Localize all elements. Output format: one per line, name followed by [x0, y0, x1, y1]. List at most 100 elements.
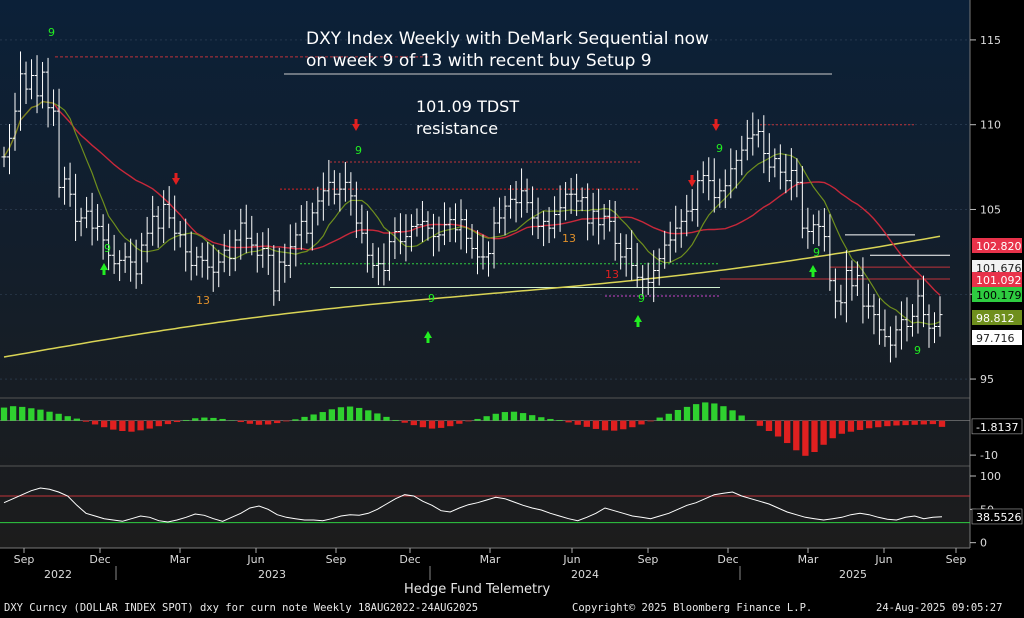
sell-arrow-icon [172, 173, 180, 185]
histogram-bar [483, 416, 490, 421]
histogram-bar [583, 420, 590, 427]
price-value-tag [972, 238, 1022, 253]
histogram-bar [510, 411, 518, 421]
price-tick-label: 115 [980, 34, 1001, 47]
histogram-bar [519, 413, 527, 421]
histogram-bar [601, 420, 609, 431]
price-value-tag-label: 101.676 [976, 262, 1022, 275]
histogram-bar [610, 420, 618, 431]
histogram-bar [128, 420, 135, 432]
td-setup-9-label: 9 [914, 344, 921, 357]
price-value-tag [972, 272, 1022, 287]
histogram-bar [711, 403, 718, 421]
histogram-bar [938, 420, 946, 427]
sma-slow-line [3, 235, 941, 358]
histogram-bar [793, 420, 800, 451]
histogram-bar [419, 420, 427, 428]
td-setup-9-label: 9 [104, 242, 111, 255]
x-tick-label: Dec [89, 553, 110, 566]
price-value-tag [972, 260, 1022, 275]
histogram-bar [274, 420, 281, 424]
histogram-bar [683, 406, 691, 421]
histogram-bar [875, 420, 882, 428]
buy-arrow-icon [100, 263, 108, 275]
x-tick-label: Mar [798, 553, 819, 566]
histogram-bar [110, 420, 117, 430]
histogram-bar [456, 420, 463, 424]
oscillator-line [3, 487, 943, 523]
histogram-bar [73, 418, 81, 421]
x-tick-label: Sep [326, 553, 347, 566]
histogram-bar [884, 420, 891, 427]
histogram-bar [374, 413, 381, 421]
histogram-bar [182, 419, 190, 421]
histogram-bar [210, 417, 217, 421]
histogram-bar [729, 410, 736, 421]
td-setup-9-label: 9 [355, 144, 362, 157]
price-tick-label: 95 [980, 373, 994, 386]
histogram-bar [101, 420, 108, 428]
x-year-label: 2025 [839, 568, 867, 581]
histogram-bar [283, 420, 290, 422]
histogram-bar [893, 420, 900, 426]
histogram-bar [674, 409, 682, 421]
title-line-2: on week 9 of 13 with recent buy Setup 9 [306, 51, 652, 71]
x-year-label: 2023 [258, 568, 286, 581]
histogram-bar [328, 409, 336, 421]
histogram-bar [492, 413, 499, 421]
histogram-tick-label: -10 [980, 449, 998, 462]
sell-arrow-icon [712, 119, 720, 131]
histogram-bar [119, 420, 126, 431]
histogram-bar [246, 420, 254, 424]
price-value-tag [972, 330, 1022, 345]
x-tick-label: Jun [246, 553, 264, 566]
td-setup-9-label: 9 [716, 142, 723, 155]
price-value-tag [972, 310, 1022, 325]
histogram-bar [337, 407, 345, 421]
price-tick-label: 110 [980, 119, 1001, 132]
price-value-tag-label: 102.820 [976, 240, 1022, 253]
tdst-annotation: 101.09 TDST resistance [416, 96, 519, 140]
histogram-bar [574, 420, 581, 425]
x-year-label: 2022 [44, 568, 72, 581]
td-countdown-13-label: 13 [562, 232, 576, 245]
histogram-bar [638, 420, 645, 425]
histogram-value-tag [971, 418, 1023, 435]
histogram-bar [237, 420, 244, 423]
x-tick-label: Sep [638, 553, 659, 566]
histogram-bar [0, 407, 8, 421]
td-setup-9-label: 9 [48, 26, 55, 39]
histogram-bar [365, 410, 372, 421]
histogram-bar [784, 420, 791, 444]
credit-label: Hedge Fund Telemetry [404, 582, 551, 597]
histogram-bar [264, 420, 272, 425]
histogram-bar [647, 420, 654, 422]
td-setup-9-label: 9 [813, 246, 820, 259]
chart-title: DXY Index Weekly with DeMark Sequential … [306, 28, 709, 72]
histogram-bar [428, 420, 436, 429]
histogram-bar [201, 417, 208, 421]
histogram-bar [137, 420, 144, 431]
histogram-bar [738, 415, 745, 421]
histogram-bar [192, 418, 199, 421]
histogram-bar [292, 419, 299, 421]
histogram-value-label: -1.8137 [976, 421, 1018, 434]
histogram-bar [656, 417, 663, 421]
histogram-bar [19, 406, 26, 421]
histogram-bar [64, 416, 71, 421]
sell-arrow-icon [688, 175, 696, 187]
price-value-tag-label: 100.179 [976, 289, 1022, 302]
histogram-bar [547, 418, 554, 421]
histogram-bar [219, 418, 226, 421]
td-countdown-13-label: 13 [605, 268, 619, 281]
histogram-bar [820, 420, 827, 445]
histogram-bar [410, 420, 417, 426]
histogram-bar [529, 415, 536, 421]
histogram-bar [620, 420, 627, 430]
oscillator-value-label: 38.5526 [976, 511, 1022, 524]
histogram-bar [465, 420, 472, 422]
histogram-bar [538, 417, 545, 421]
price-value-tag [972, 287, 1022, 302]
histogram-bar [164, 420, 172, 425]
